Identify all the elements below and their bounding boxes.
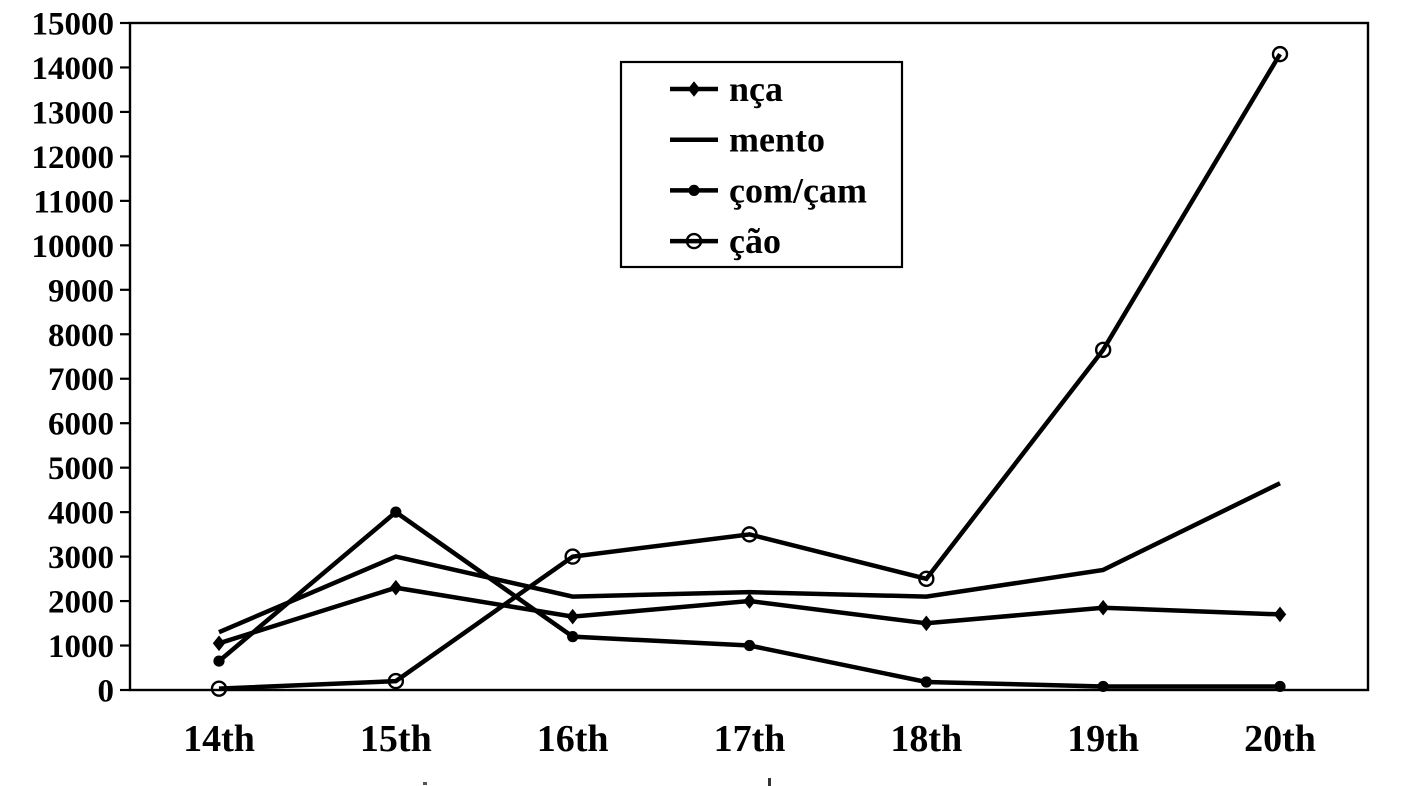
- circle-open-marker-cao: [918, 570, 935, 588]
- legend-item-mento: mento: [670, 120, 825, 160]
- diamond-filled-marker-nca: [566, 608, 579, 625]
- x-category-label: 18th: [890, 718, 962, 760]
- y-tick-label: 15000: [32, 7, 115, 43]
- legend-label: mento: [729, 120, 825, 160]
- x-category-label: 15th: [360, 718, 432, 760]
- legend-label: çom/çam: [729, 170, 867, 210]
- circle-filled-marker-com-cam: [743, 639, 756, 652]
- y-tick-label: 14000: [32, 51, 115, 87]
- circle-filled-marker-com-cam: [567, 631, 579, 643]
- circle-filled-marker-com-cam: [213, 655, 225, 667]
- caption-fragment: [768, 778, 771, 786]
- diamond-filled-marker-nca: [212, 635, 226, 652]
- x-category-label: 16th: [537, 718, 609, 760]
- y-tick-label: 7000: [48, 362, 114, 398]
- circle-filled-marker-com-cam: [390, 506, 402, 518]
- legend-item-nca: nça: [670, 69, 783, 109]
- y-tick-label: 5000: [48, 451, 114, 487]
- legend-label: nça: [729, 69, 783, 109]
- y-axis: 0 1000 2000 3000 4000 5000 6000 7000 8000 9000 100…: [32, 7, 130, 710]
- circle-open-marker-cao: [1271, 45, 1289, 63]
- y-tick-label: 11000: [33, 184, 114, 220]
- x-category-label: 19th: [1067, 718, 1139, 760]
- series-markers: [210, 45, 1289, 697]
- diamond-filled-marker-nca: [743, 593, 756, 609]
- diamond-filled-marker-nca: [389, 579, 403, 596]
- caption-fragment: [423, 782, 427, 785]
- y-tick-label: 0: [98, 674, 115, 710]
- series-line-cao: [218, 52, 1282, 691]
- y-tick-label: 8000: [48, 318, 114, 354]
- x-category-label: 14th: [183, 718, 255, 760]
- y-tick-label: 3000: [48, 540, 114, 576]
- x-category-label: 20th: [1244, 718, 1316, 760]
- legend-item-com-cam: çom/çam: [670, 170, 867, 210]
- y-tick-label: 12000: [32, 140, 115, 176]
- y-tick-label: 2000: [48, 585, 114, 621]
- legend-label: ção: [729, 221, 781, 261]
- circle-open-marker-cao: [564, 548, 581, 565]
- circle-open-marker-cao: [741, 526, 758, 543]
- circle-filled-marker-com-cam: [1097, 680, 1109, 693]
- y-tick-label: 9000: [48, 273, 114, 309]
- diamond-filled-marker-nca: [1273, 606, 1287, 623]
- y-tick-label: 4000: [48, 496, 114, 532]
- x-category-label: 17th: [714, 718, 786, 760]
- y-tick-label: 10000: [32, 229, 115, 265]
- diamond-filled-marker-nca: [920, 615, 933, 632]
- circle-filled-marker-com-cam: [920, 676, 932, 688]
- diamond-filled-marker-nca: [1096, 599, 1110, 616]
- y-tick-label: 13000: [32, 95, 115, 131]
- y-tick-label: 1000: [48, 629, 114, 665]
- circle-open-marker-cao: [210, 680, 228, 697]
- x-axis: 14th 15th 16th 17th 18th 19th 20th: [183, 718, 1316, 760]
- circle-open-marker-cao: [1094, 341, 1112, 359]
- circle-filled-marker-legend-com-cam: [688, 184, 700, 196]
- plot-frame: [128, 21, 1370, 692]
- y-tick-label: 6000: [48, 407, 114, 443]
- circle-open-marker-legend-cao: [685, 232, 703, 250]
- legend-item-cao: ção: [670, 221, 781, 261]
- series-line-mento: [218, 481, 1281, 635]
- circle-open-marker-cao: [387, 672, 405, 690]
- legend-box: [619, 60, 904, 269]
- circle-filled-marker-com-cam: [1274, 680, 1286, 693]
- legend: nça mento çom/çam ção: [619, 60, 904, 269]
- caption-fragments: [423, 778, 771, 786]
- diamond-filled-marker-legend-nca: [687, 81, 701, 97]
